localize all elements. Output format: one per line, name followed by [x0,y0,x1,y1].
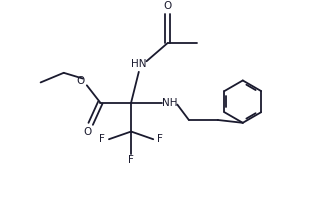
Text: F: F [128,155,134,165]
Text: NH: NH [162,98,177,108]
Text: F: F [157,134,163,144]
Text: F: F [99,134,105,144]
Text: O: O [84,126,92,136]
Text: O: O [76,77,84,87]
Text: O: O [164,1,172,11]
Text: HN: HN [131,59,146,69]
